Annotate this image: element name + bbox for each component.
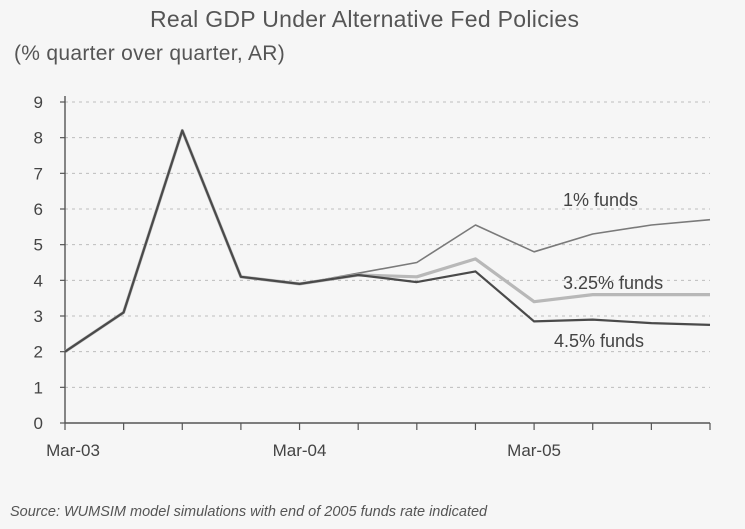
y-tick-label: 8 [34, 129, 43, 148]
series-labels: 1% funds 3.25% funds 4.5% funds [554, 190, 663, 351]
x-tick-label: Mar-04 [273, 441, 327, 460]
y-tick-label: 6 [34, 200, 43, 219]
y-tick-label: 0 [34, 414, 43, 433]
series-line [64, 129, 711, 353]
series-label: 3.25% funds [563, 273, 663, 293]
y-tick-label: 2 [34, 343, 43, 362]
y-tick-label: 7 [34, 164, 43, 183]
series-label: 1% funds [563, 190, 638, 210]
grid-lines [65, 101, 710, 388]
y-tick-label: 1 [34, 378, 43, 397]
series-line [64, 128, 710, 354]
chart-title: Real GDP Under Alternative Fed Policies [150, 6, 580, 32]
x-tick-label: Mar-05 [507, 441, 561, 460]
chart-subtitle: (% quarter over quarter, AR) [14, 42, 286, 65]
y-tick-label: 4 [34, 271, 43, 290]
source-note: Source: WUMSIM model simulations with en… [10, 504, 488, 520]
y-tick-label: 5 [34, 236, 43, 255]
y-tick-label: 9 [34, 93, 43, 112]
series-lines [64, 128, 711, 354]
series-line [64, 129, 711, 353]
axes [60, 96, 711, 430]
x-tick-label: Mar-03 [46, 441, 100, 460]
series-label: 4.5% funds [554, 331, 644, 351]
y-tick-labels: 0 1 2 3 4 5 6 7 8 9 [34, 93, 43, 433]
x-tick-labels: Mar-03 Mar-04 Mar-05 [46, 441, 561, 460]
y-tick-label: 3 [34, 307, 43, 326]
